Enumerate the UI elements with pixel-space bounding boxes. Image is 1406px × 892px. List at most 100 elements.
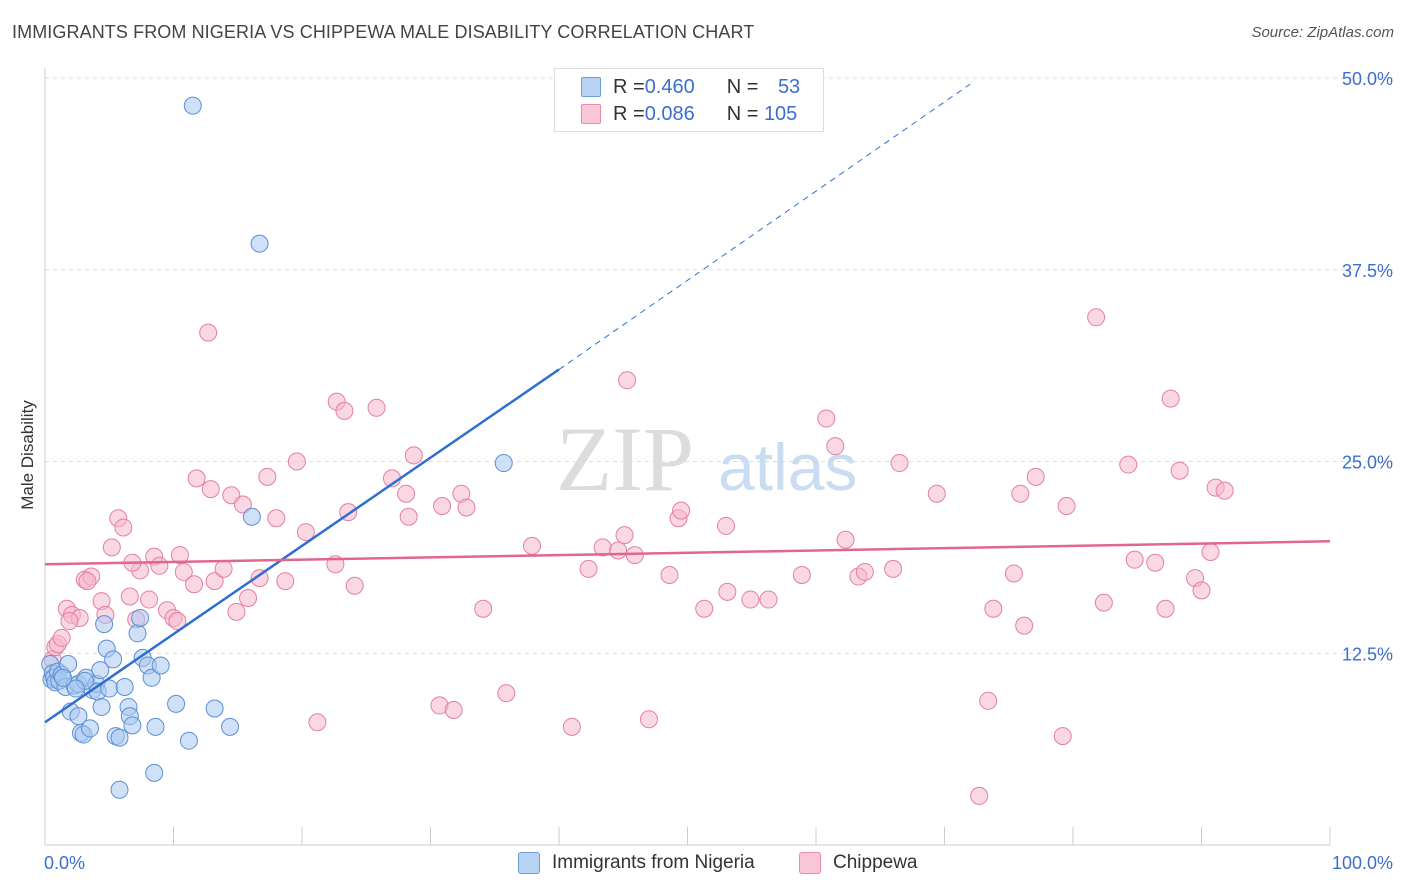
chippewa-point <box>741 590 760 609</box>
nigeria-trend-line <box>44 368 560 724</box>
chippewa-point <box>174 562 193 581</box>
chippewa-point <box>639 710 658 729</box>
chippewa-point <box>399 507 418 526</box>
x-tick-label: 100.0% <box>1332 853 1393 873</box>
chippewa-point <box>1053 727 1072 746</box>
chippewa-point <box>335 401 354 420</box>
chart-title: IMMIGRANTS FROM NIGERIA VS CHIPPEWA MALE… <box>12 22 755 42</box>
chippewa-point <box>474 599 493 618</box>
chippewa-point <box>1011 484 1030 503</box>
chippewa-point <box>695 599 714 618</box>
chippewa-point <box>1201 543 1220 562</box>
y-tick-label: 50.0% <box>1342 69 1393 89</box>
chippewa-point <box>150 556 169 575</box>
chippewa-point <box>1026 467 1045 486</box>
chippewa-point <box>618 371 637 390</box>
bottom-legend-chippewa: Chippewa <box>799 852 918 874</box>
chippewa-point <box>717 516 736 535</box>
chippewa-point <box>1156 599 1175 618</box>
source-note: Source: ZipAtlas.com <box>1251 24 1394 41</box>
chippewa-point <box>258 467 277 486</box>
chippewa-point <box>562 717 581 736</box>
legend-r-label: R = <box>613 102 645 125</box>
chippewa-point <box>979 691 998 710</box>
nigeria-point <box>104 650 123 669</box>
nigeria-point <box>115 677 134 696</box>
chippewa-point <box>817 409 836 428</box>
legend-n-value: 53 <box>777 75 801 98</box>
chippewa-point <box>523 536 542 555</box>
chippewa-point <box>855 562 874 581</box>
bottom-legend-nigeria: Immigrants from Nigeria <box>518 852 755 874</box>
chippewa-point <box>276 572 295 591</box>
legend-row-chippewa: R = 0.086 N = 105 <box>555 101 797 127</box>
legend-swatch-nigeria <box>581 77 601 97</box>
chippewa-point <box>826 437 845 456</box>
chippewa-point <box>1094 593 1113 612</box>
stats-legend: R = 0.460 N = 53 R = 0.086 N = 105 <box>554 68 824 132</box>
chippewa-point <box>205 572 224 591</box>
nigeria-point <box>151 656 170 675</box>
chippewa-point <box>457 498 476 517</box>
chippewa-point <box>168 612 187 631</box>
chippewa-point <box>308 713 327 732</box>
chippewa-point <box>170 546 189 565</box>
chippewa-point <box>884 559 903 578</box>
legend-n-label: N = <box>726 75 764 98</box>
legend-swatch-chippewa <box>581 104 601 124</box>
chippewa-point <box>890 454 909 473</box>
chippewa-point <box>52 628 71 647</box>
nigeria-point <box>145 763 164 782</box>
chippewa-point <box>1087 308 1106 327</box>
nigeria-point <box>66 679 85 698</box>
nigeria-point <box>242 507 261 526</box>
chippewa-point <box>1192 581 1211 600</box>
nigeria-point <box>53 668 72 687</box>
legend-r-label: R = <box>613 75 645 98</box>
watermark-zip: ZIP <box>556 408 694 510</box>
chippewa-point <box>185 575 204 594</box>
chippewa-point <box>367 398 386 417</box>
chippewa-point <box>1161 389 1180 408</box>
chippewa-point <box>250 569 269 588</box>
legend-row-nigeria: R = 0.460 N = 53 <box>555 74 800 100</box>
bottom-swatch-nigeria <box>518 852 540 874</box>
chippewa-point <box>625 546 644 565</box>
chippewa-point <box>433 496 452 515</box>
nigeria-point <box>110 728 129 747</box>
chippewa-point <box>287 452 306 471</box>
nigeria-point <box>221 717 240 736</box>
legend-r-value: 0.086 <box>644 102 695 125</box>
chippewa-point <box>397 484 416 503</box>
chippewa-point <box>927 484 946 503</box>
x-tick-label: 0.0% <box>44 853 85 873</box>
chippewa-point <box>759 590 778 609</box>
watermark: ZIP atlas <box>556 408 857 510</box>
chippewa-point <box>78 572 97 591</box>
bottom-swatch-chippewa <box>799 852 821 874</box>
chippewa-point <box>227 602 246 621</box>
nigeria-point <box>205 699 224 718</box>
nigeria-point <box>128 624 147 643</box>
chippewa-point <box>140 590 159 609</box>
nigeria-points <box>41 96 513 799</box>
nigeria-point <box>183 96 202 115</box>
chippewa-points <box>43 308 1234 805</box>
chippewa-point <box>1015 616 1034 635</box>
nigeria-point <box>95 615 114 634</box>
chippewa-point <box>497 684 516 703</box>
chippewa-point <box>660 566 679 585</box>
grid-lines <box>45 77 1393 654</box>
chippewa-point <box>345 576 364 595</box>
nigeria-point <box>123 716 142 735</box>
chippewa-point <box>579 559 598 578</box>
chippewa-point <box>1170 461 1189 480</box>
chippewa-point <box>444 701 463 720</box>
y-tick-label: 12.5% <box>1342 644 1393 664</box>
chippewa-point <box>1057 496 1076 515</box>
nigeria-point <box>131 608 150 627</box>
chippewa-point <box>214 559 233 578</box>
nigeria-point <box>179 731 198 750</box>
chippewa-point <box>718 582 737 601</box>
bottom-legend-label: Immigrants from Nigeria <box>552 852 755 873</box>
